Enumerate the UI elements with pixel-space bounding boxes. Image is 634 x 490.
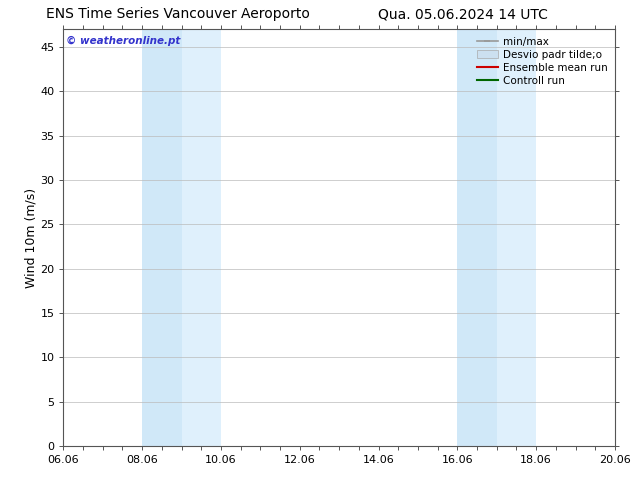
Text: © weatheronline.pt: © weatheronline.pt bbox=[66, 36, 181, 46]
Text: Qua. 05.06.2024 14 UTC: Qua. 05.06.2024 14 UTC bbox=[378, 7, 548, 22]
Bar bbox=[497, 29, 536, 446]
Y-axis label: Wind 10m (m/s): Wind 10m (m/s) bbox=[25, 188, 37, 288]
Text: ENS Time Series Vancouver Aeroporto: ENS Time Series Vancouver Aeroporto bbox=[46, 7, 309, 22]
Bar bbox=[457, 29, 497, 446]
Bar bbox=[142, 29, 181, 446]
Bar bbox=[181, 29, 221, 446]
Legend: min/max, Desvio padr tilde;o, Ensemble mean run, Controll run: min/max, Desvio padr tilde;o, Ensemble m… bbox=[475, 35, 610, 88]
